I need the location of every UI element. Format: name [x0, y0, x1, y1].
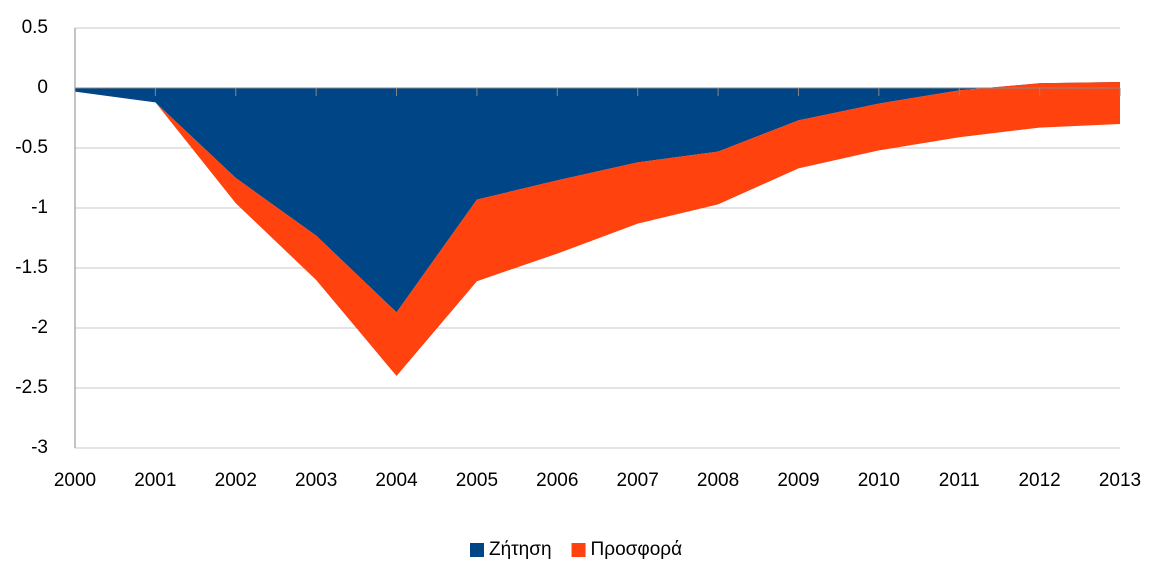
y-tick-label: 0.5: [22, 17, 48, 38]
x-tick-label: 2010: [858, 470, 900, 491]
x-tick-label: 2003: [295, 470, 337, 491]
legend-swatch: [470, 543, 484, 557]
y-tick-label: -2: [31, 317, 48, 338]
x-tick-label: 2009: [777, 470, 819, 491]
y-tick-label: -2.5: [15, 377, 48, 398]
y-tick-label: 0: [37, 77, 48, 98]
x-tick-label: 2007: [617, 470, 659, 491]
x-tick-label: 2013: [1099, 470, 1141, 491]
x-tick-label: 2005: [456, 470, 498, 491]
area: [75, 82, 1120, 376]
y-tick-label: -1.5: [15, 257, 48, 278]
x-tick-label: 2001: [134, 470, 176, 491]
x-tick-label: 2004: [375, 470, 418, 491]
y-tick-label: -1: [31, 197, 48, 218]
x-tick-label: 2002: [215, 470, 257, 491]
x-tick-label: 2006: [536, 470, 578, 491]
y-tick-label: -0.5: [15, 137, 48, 158]
x-tick-label: 2012: [1018, 470, 1060, 491]
x-tick-label: 2000: [54, 470, 96, 491]
legend-swatch: [571, 543, 586, 557]
x-tick-label: 2008: [697, 470, 739, 491]
legend-label: Προσφορά: [591, 539, 683, 560]
area: [75, 82, 1120, 313]
legend-label: Ζήτηση: [489, 539, 552, 560]
y-tick-label: -3: [31, 437, 48, 458]
x-tick-label: 2011: [939, 470, 980, 491]
